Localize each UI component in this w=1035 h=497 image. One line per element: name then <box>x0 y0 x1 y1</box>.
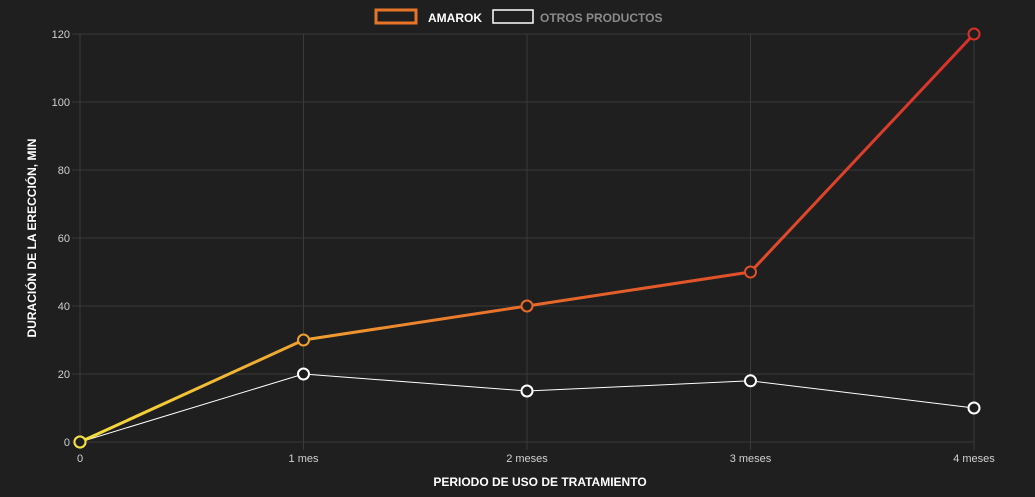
x-axis-title: PERIODO DE USO DE TRATAMIENTO <box>433 475 646 489</box>
legend-item-otros-productos[interactable]: OTROS PRODUCTOS <box>492 9 662 25</box>
y-tick-label: 100 <box>52 97 70 109</box>
y-tick-label: 40 <box>58 301 70 313</box>
point-otros-productos[interactable] <box>967 401 981 415</box>
point-amarok[interactable] <box>297 333 310 347</box>
y-tick-label: 0 <box>64 437 70 449</box>
point-otros-productos[interactable] <box>744 374 757 388</box>
x-tick-label: 1 mes <box>289 453 319 465</box>
x-tick-label: 2 meses <box>506 453 548 465</box>
legend-item-amarok[interactable]: AMAROK <box>374 8 482 25</box>
point-amarok[interactable] <box>73 435 87 449</box>
legend-swatch <box>492 9 534 24</box>
point-amarok[interactable] <box>744 265 757 279</box>
tick-labels: 0 20 40 60 80 100 120 0 1 mes 2 meses 3 meses 4 mes… <box>52 29 996 465</box>
x-tick-label: 0 <box>77 453 83 465</box>
y-axis-title: DURACIÓN DE LA ERECCIÓN, MIN <box>24 139 39 338</box>
legend[interactable]: AMAROK OTROS PRODUCTOS <box>374 8 662 25</box>
point-amarok[interactable] <box>520 299 534 313</box>
y-tick-label: 20 <box>58 369 70 381</box>
legend-swatch <box>374 8 418 25</box>
y-tick-label: 120 <box>52 29 70 41</box>
legend-label: AMAROK <box>428 11 482 25</box>
point-otros-productos[interactable] <box>297 367 310 381</box>
y-tick-label: 60 <box>58 233 70 245</box>
x-tick-label: 3 meses <box>730 453 772 465</box>
point-amarok[interactable] <box>967 27 981 41</box>
point-otros-productos[interactable] <box>520 384 534 398</box>
legend-label: OTROS PRODUCTOS <box>540 11 662 25</box>
y-tick-label: 80 <box>58 165 70 177</box>
series-layer <box>73 27 981 449</box>
x-tick-label: 4 meses <box>953 453 995 465</box>
